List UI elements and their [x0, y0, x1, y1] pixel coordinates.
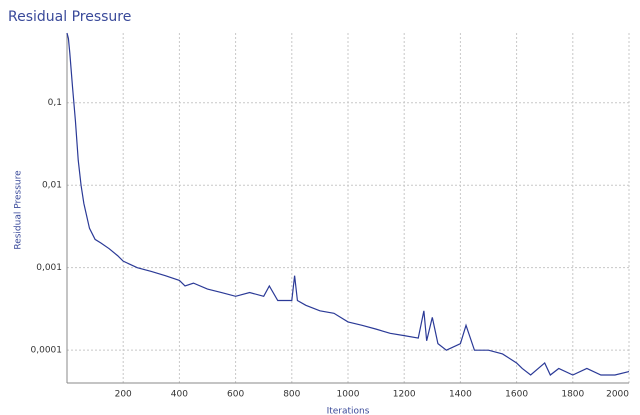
- x-tick-label: 2000: [606, 390, 629, 400]
- x-tick-label: 1400: [449, 390, 472, 400]
- x-tick-label: 600: [227, 390, 244, 400]
- x-tick-label: 800: [283, 390, 300, 400]
- y-tick-label: 0,001: [36, 263, 62, 273]
- x-tick-label: 1800: [561, 390, 584, 400]
- x-tick-label: 200: [115, 390, 132, 400]
- x-tick-label: 1000: [337, 390, 360, 400]
- x-tick-label: 400: [171, 390, 188, 400]
- y-tick-label: 0,0001: [31, 346, 63, 356]
- chart-title: Residual Pressure: [8, 9, 131, 25]
- data-line: [66, 32, 630, 376]
- x-tick-label: 1600: [505, 390, 528, 400]
- x-tick-label: 1200: [393, 390, 416, 400]
- y-tick-label: 0,01: [42, 181, 62, 191]
- x-axis-label: Iterations: [327, 407, 370, 415]
- y-axis-label: Residual Pressure: [14, 170, 24, 250]
- y-tick-label: 0,1: [48, 98, 62, 108]
